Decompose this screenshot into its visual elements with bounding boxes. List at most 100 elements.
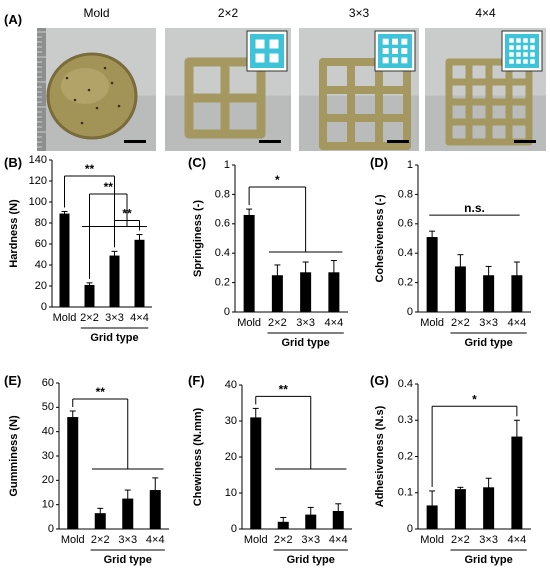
panel-label: (C) xyxy=(188,155,206,170)
y-tick-label: 0.3 xyxy=(398,414,413,426)
grid-inset-hole xyxy=(509,59,514,64)
chart-g: (G) Adhesiveness (N.s) 0 0.1 0.2 0.3 0.4 Mold 2×… xyxy=(370,373,531,566)
bar xyxy=(84,284,95,307)
x-tick-label: 3×3 xyxy=(479,317,498,329)
panel-label: (D) xyxy=(370,155,388,170)
y-axis-title: Hardness (N) xyxy=(8,199,20,268)
grid-inset-hole xyxy=(382,57,389,64)
significance-annotation: ** xyxy=(255,382,347,470)
grid-inset-hole xyxy=(516,38,521,43)
x-tick-label: Mold xyxy=(237,317,261,329)
y-tick-label: 80 xyxy=(35,217,47,229)
printed-lattice xyxy=(319,58,411,150)
grid-inset-hole xyxy=(382,38,389,45)
bar xyxy=(109,255,120,307)
gel-speck xyxy=(87,88,91,92)
gel-speck xyxy=(110,81,114,85)
y-tick-label: 0.2 xyxy=(398,450,413,462)
scale-bar xyxy=(124,140,146,143)
bar xyxy=(67,417,79,529)
photo-1: Mold xyxy=(37,6,156,151)
y-tick-label: 0.6 xyxy=(215,218,230,230)
x-tick-label: 2×2 xyxy=(451,534,470,546)
x-tick-label: 4×4 xyxy=(508,534,527,546)
grid-inset-hole xyxy=(509,45,514,50)
grid-inset-hole xyxy=(516,45,521,50)
grid-inset-icon xyxy=(250,34,284,68)
y-tick-label: 40 xyxy=(42,426,54,438)
bar xyxy=(454,266,466,312)
bar xyxy=(511,275,523,312)
y-tick-label: 0 xyxy=(231,523,237,535)
chart-d: (D) Cohesiveness (-) 0 0.2 0.4 0.6 0.8 1 Mold 2×2… xyxy=(370,155,531,349)
gel-speck xyxy=(95,106,99,110)
y-tick-label: 120 xyxy=(29,175,47,187)
x-tick-label: 2×2 xyxy=(80,312,99,324)
x-tick-label: 4×4 xyxy=(146,534,165,546)
printed-lattice xyxy=(445,58,533,146)
significance-annotation: ** xyxy=(72,385,164,470)
bar xyxy=(59,213,70,307)
y-tick-label: 0.8 xyxy=(398,188,413,200)
y-axis-title: Gumminess (N) xyxy=(8,415,20,497)
grid-inset-hole xyxy=(509,38,514,43)
panel-label: (E) xyxy=(4,373,21,388)
bar xyxy=(271,275,283,312)
grid-inset-hole xyxy=(401,38,408,45)
bar xyxy=(426,237,438,312)
y-tick-label: 0.2 xyxy=(215,277,230,289)
y-axis-title: Cohesiveness (-) xyxy=(374,194,386,282)
y-tick-label: 0 xyxy=(407,306,413,318)
significance-annotation: * xyxy=(248,173,343,253)
y-tick-label: 140 xyxy=(29,154,47,166)
scale-bar xyxy=(514,140,536,143)
bar xyxy=(149,490,161,529)
y-tick-label: 1 xyxy=(407,159,413,171)
photo-label: 4×4 xyxy=(475,6,496,20)
grid-inset-hole xyxy=(269,39,279,49)
y-tick-label: 20 xyxy=(225,451,237,463)
y-tick-label: 30 xyxy=(42,450,54,462)
photo-label: 2×2 xyxy=(218,6,239,20)
grid-inset-hole xyxy=(516,52,521,57)
significance-annotation: n.s. xyxy=(429,201,520,216)
bar xyxy=(332,511,344,529)
y-tick-label: 0.1 xyxy=(398,487,413,499)
grid-inset-hole xyxy=(530,45,535,50)
y-tick-label: 0.8 xyxy=(215,188,230,200)
gel-speck xyxy=(103,66,107,70)
sig-label: ** xyxy=(104,180,114,194)
photo-4: 4×4 xyxy=(425,6,546,151)
x-tick-label: 4×4 xyxy=(130,312,149,324)
scale-bar xyxy=(259,140,281,143)
y-tick-label: 50 xyxy=(42,401,54,413)
x-tick-label: 4×4 xyxy=(508,317,527,329)
x-tick-label: Mold xyxy=(61,534,85,546)
bar xyxy=(454,489,466,529)
chart-c: (C) Springiness (-) 0 0.2 0.4 0.6 0.8 1 Mold 2×2 3… xyxy=(188,155,348,349)
x-tick-label: 2×2 xyxy=(451,317,470,329)
photo-label: Mold xyxy=(83,6,109,20)
y-tick-label: 40 xyxy=(225,379,237,391)
bar xyxy=(243,214,255,312)
chart-b: (B) Hardness (N) 0 20 40 60 80 100 120 140 Mold 2×2… xyxy=(4,154,152,344)
y-axis-title: Adhesiveness (N.s) xyxy=(374,405,386,507)
mold-gel-highlight xyxy=(61,68,109,104)
grid-inset-hole xyxy=(530,59,535,64)
y-tick-label: 1 xyxy=(224,159,230,171)
bar xyxy=(328,272,340,312)
x-tick-label: 3×3 xyxy=(118,534,137,546)
x-tick-label: 4×4 xyxy=(329,534,348,546)
grid-inset-hole xyxy=(523,52,528,57)
bar xyxy=(134,239,145,307)
gel-speck xyxy=(80,121,84,125)
y-tick-label: 30 xyxy=(225,415,237,427)
chart-f: (F) Chewiness (N.mm) 0 10 20 30 40 Mold 2×2 3×3 4×… xyxy=(188,373,352,566)
panel-label: (G) xyxy=(370,373,389,388)
y-tick-label: 0 xyxy=(224,306,230,318)
sig-label: * xyxy=(472,392,477,406)
x-tick-label: Mold xyxy=(420,534,444,546)
photo-panel: (A) Mold 2×2 3×3 4×4 xyxy=(4,6,546,151)
